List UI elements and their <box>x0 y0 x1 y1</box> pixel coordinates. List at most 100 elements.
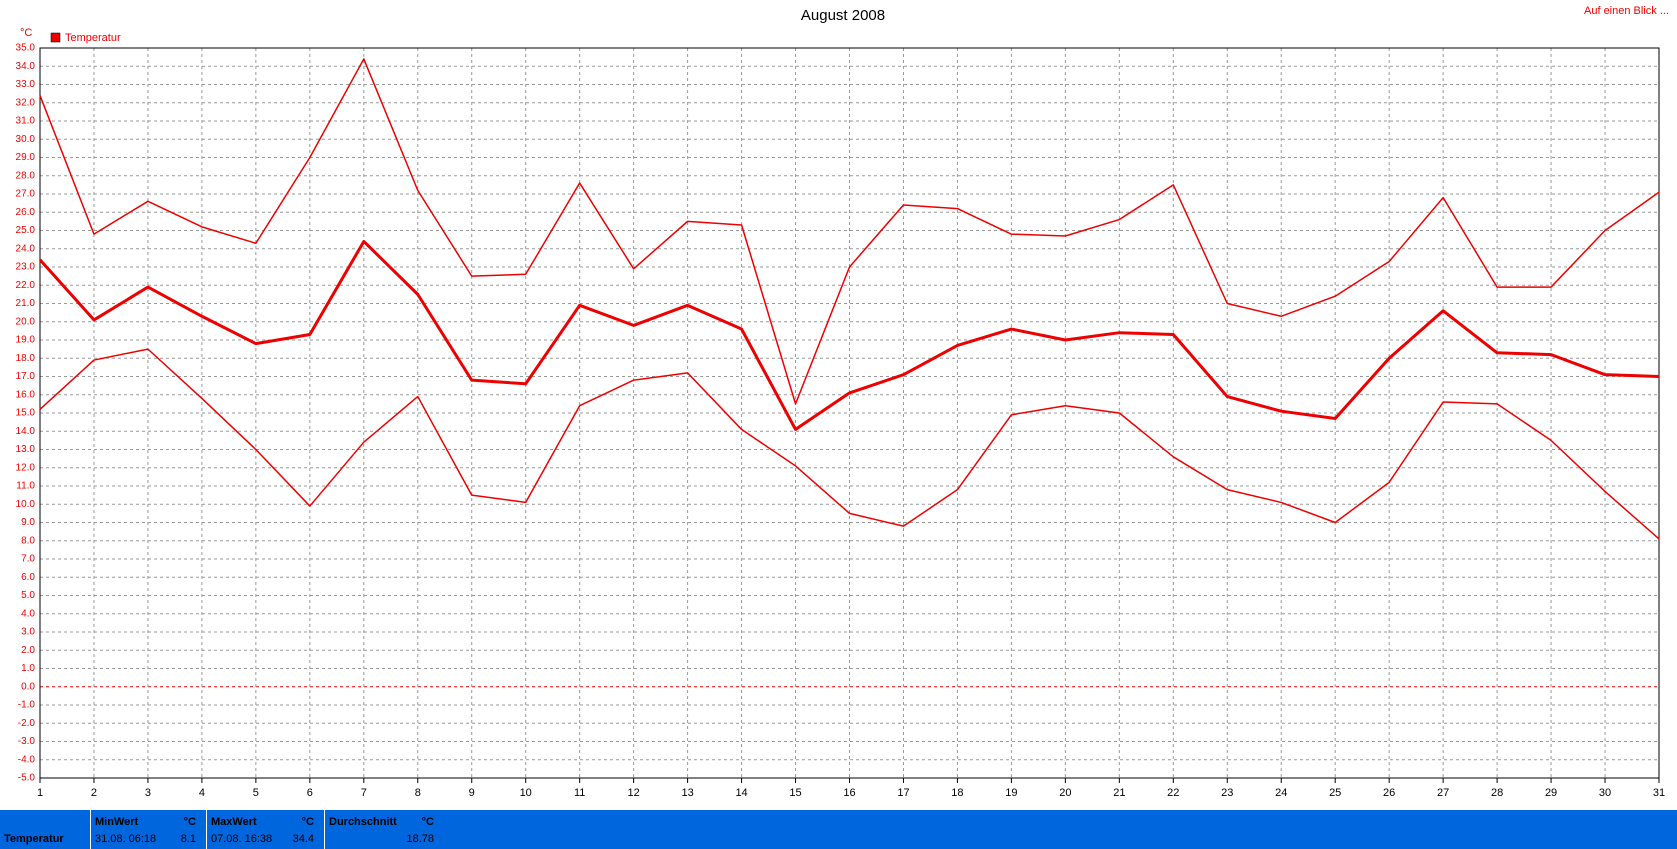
overview-link[interactable]: Auf einen Blick ... <box>1584 5 1669 17</box>
y-tick-label: 10.0 <box>16 499 36 510</box>
stats-label-cell: Temperatur <box>0 810 86 849</box>
x-tick-label: 30 <box>1599 787 1611 799</box>
x-tick-label: 14 <box>735 787 747 799</box>
y-tick-label: 6.0 <box>21 572 35 583</box>
stats-time: 07.08. 16:38 <box>211 833 273 845</box>
y-tick-label: 30.0 <box>16 134 36 145</box>
chart: August 2008 °C Temperatur -5.0 -4.0 -3.0 -2… <box>16 7 1666 799</box>
y-tick-label: 8.0 <box>21 535 35 546</box>
stats-unit: °C <box>183 816 196 828</box>
y-tick-label: 22.0 <box>16 280 36 291</box>
y-tick-label: -4.0 <box>18 754 36 765</box>
y-tick-label: 34.0 <box>16 61 36 72</box>
x-tick-label: 18 <box>951 787 963 799</box>
x-tick-label: 28 <box>1491 787 1503 799</box>
y-tick-label: 13.0 <box>16 444 36 455</box>
legend-label: Temperatur <box>65 32 121 44</box>
x-tick-label: 4 <box>199 787 205 799</box>
stats-title: Durchschnitt <box>329 816 397 828</box>
y-tick-label: 1.0 <box>21 663 35 674</box>
y-tick-label: 24.0 <box>16 243 36 254</box>
stats-label: Temperatur <box>4 833 64 845</box>
x-tick-label: 6 <box>307 787 313 799</box>
x-tick-label: 16 <box>843 787 855 799</box>
y-tick-label: 2.0 <box>21 645 35 656</box>
y-tick-label: 19.0 <box>16 335 36 346</box>
x-tick-label: 11 <box>574 787 585 799</box>
stats-title: MaxWert <box>211 816 257 828</box>
x-tick-label: 5 <box>253 787 259 799</box>
x-tick-label: 13 <box>681 787 693 799</box>
x-tick-label: 21 <box>1113 787 1125 799</box>
y-tick-label: 29.0 <box>16 152 36 163</box>
y-tick-label: 0.0 <box>21 681 35 692</box>
x-tick-label: 24 <box>1275 787 1287 799</box>
x-tick-label: 27 <box>1437 787 1449 799</box>
y-tick-label: 33.0 <box>16 79 36 90</box>
y-tick-label: -5.0 <box>18 773 36 784</box>
stats-bar: Temperatur MinWert °C 31.08. 06:18 8.1 MaxWe… <box>0 810 1677 849</box>
y-tick-label: 32.0 <box>16 97 36 108</box>
stats-title: MinWert <box>95 816 139 828</box>
x-tick-label: 23 <box>1221 787 1233 799</box>
y-tick-label: 4.0 <box>21 608 35 619</box>
stats-unit: °C <box>421 816 434 828</box>
y-tick-label: -2.0 <box>18 718 36 729</box>
x-tick-label: 26 <box>1383 787 1395 799</box>
y-tick-label: 25.0 <box>16 225 36 236</box>
y-tick-label: 26.0 <box>16 207 36 218</box>
x-tick-label: 17 <box>897 787 909 799</box>
y-tick-label: 23.0 <box>16 262 36 273</box>
stats-unit: °C <box>301 816 314 828</box>
y-tick-label: 9.0 <box>21 517 35 528</box>
y-tick-label: -3.0 <box>18 736 36 747</box>
x-tick-label: 10 <box>520 787 532 799</box>
x-tick-label: 20 <box>1059 787 1071 799</box>
x-tick-label: 8 <box>415 787 421 799</box>
y-tick-label: 5.0 <box>21 590 35 601</box>
stats-value: 8.1 <box>180 833 196 845</box>
stats-cell: MaxWert °C 07.08. 16:38 34.4 <box>206 810 320 849</box>
y-tick-label: 27.0 <box>16 189 36 200</box>
stats-cell: Durchschnitt °C 18.78 <box>324 810 440 849</box>
y-tick-label: 28.0 <box>16 170 36 181</box>
y-tick-label: 12.0 <box>16 462 36 473</box>
y-tick-label: 3.0 <box>21 627 35 638</box>
y-tick-label: 7.0 <box>21 554 35 565</box>
x-tick-label: 7 <box>361 787 367 799</box>
y-tick-label: 15.0 <box>16 408 36 419</box>
y-tick-label: 21.0 <box>16 298 36 309</box>
chart-title: August 2008 <box>801 7 885 24</box>
y-tick-label: 16.0 <box>16 389 36 400</box>
temperature-line <box>39 348 1660 540</box>
x-tick-label: 3 <box>145 787 151 799</box>
temperature-line <box>38 239 1660 431</box>
stats-cell: MinWert °C 31.08. 06:18 8.1 <box>90 810 202 849</box>
legend-swatch <box>50 32 61 43</box>
y-tick-label: -1.0 <box>18 700 36 711</box>
plot-frame <box>39 47 1660 779</box>
x-tick-label: 19 <box>1005 787 1017 799</box>
x-tick-label: 2 <box>91 787 97 799</box>
temperature-line <box>39 58 1660 405</box>
y-tick-label: 14.0 <box>16 426 36 437</box>
x-tick-label: 31 <box>1653 787 1665 799</box>
x-tick-label: 15 <box>789 787 801 799</box>
x-tick-label: 1 <box>37 787 43 799</box>
x-tick-label: 25 <box>1329 787 1341 799</box>
y-tick-label: 35.0 <box>16 43 36 54</box>
stats-value: 18.78 <box>406 833 434 845</box>
stats-time: 31.08. 06:18 <box>95 833 157 845</box>
y-tick-label: 17.0 <box>16 371 36 382</box>
stats-value: 34.4 <box>292 833 314 845</box>
x-tick-label: 22 <box>1167 787 1179 799</box>
x-tick-label: 9 <box>469 787 475 799</box>
y-tick-label: 31.0 <box>16 116 36 127</box>
y-tick-label: 11.0 <box>16 481 35 492</box>
y-tick-label: 18.0 <box>16 353 36 364</box>
y-axis-unit: °C <box>20 27 32 39</box>
y-tick-label: 20.0 <box>16 316 36 327</box>
x-tick-label: 12 <box>628 787 640 799</box>
x-tick-label: 29 <box>1545 787 1557 799</box>
